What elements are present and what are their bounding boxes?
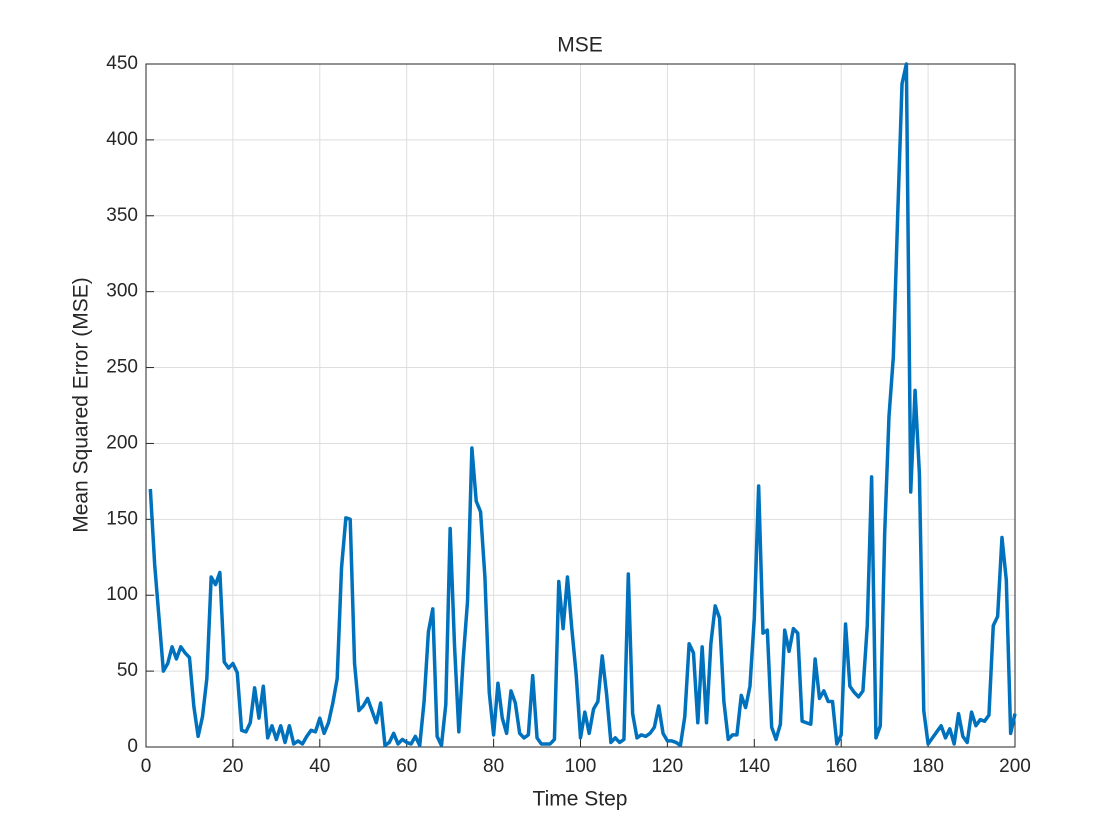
y-tick-label: 0 bbox=[127, 736, 138, 757]
plot-frame bbox=[145, 63, 1016, 748]
x-tick-label: 160 bbox=[825, 756, 857, 777]
data-line bbox=[148, 62, 1017, 748]
x-tick-label: 20 bbox=[222, 756, 243, 777]
y-tick-label: 400 bbox=[106, 129, 138, 150]
y-tick-label: 450 bbox=[106, 53, 138, 74]
x-tick-label: 140 bbox=[738, 756, 770, 777]
x-axis-label: Time Step bbox=[533, 788, 628, 811]
x-tick-label: 120 bbox=[652, 756, 684, 777]
x-tick-label: 80 bbox=[483, 756, 504, 777]
x-tick-label: 180 bbox=[912, 756, 944, 777]
y-tick-label: 50 bbox=[117, 660, 138, 681]
x-tick-label: 60 bbox=[396, 756, 417, 777]
y-tick-label: 300 bbox=[106, 281, 138, 302]
y-tick-label: 350 bbox=[106, 205, 138, 226]
y-tick-label: 100 bbox=[106, 584, 138, 605]
y-tick-label: 200 bbox=[106, 432, 138, 453]
y-tick-label: 150 bbox=[106, 508, 138, 529]
x-tick-label: 200 bbox=[999, 756, 1031, 777]
x-tick-label: 0 bbox=[141, 756, 152, 777]
x-tick-label: 40 bbox=[309, 756, 330, 777]
y-axis-label: Mean Squared Error (MSE) bbox=[70, 277, 93, 533]
chart-title: MSE bbox=[557, 34, 603, 57]
x-tick-label: 100 bbox=[565, 756, 597, 777]
y-tick-label: 250 bbox=[106, 357, 138, 378]
